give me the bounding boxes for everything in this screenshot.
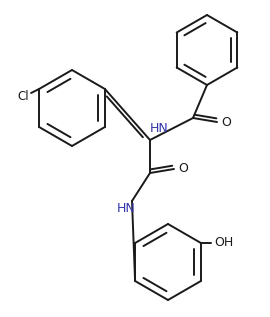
Text: O: O: [221, 115, 231, 128]
Text: HN: HN: [117, 203, 135, 216]
Text: HN: HN: [150, 121, 169, 134]
Text: OH: OH: [214, 236, 233, 249]
Text: Cl: Cl: [17, 90, 29, 103]
Text: O: O: [178, 163, 188, 176]
